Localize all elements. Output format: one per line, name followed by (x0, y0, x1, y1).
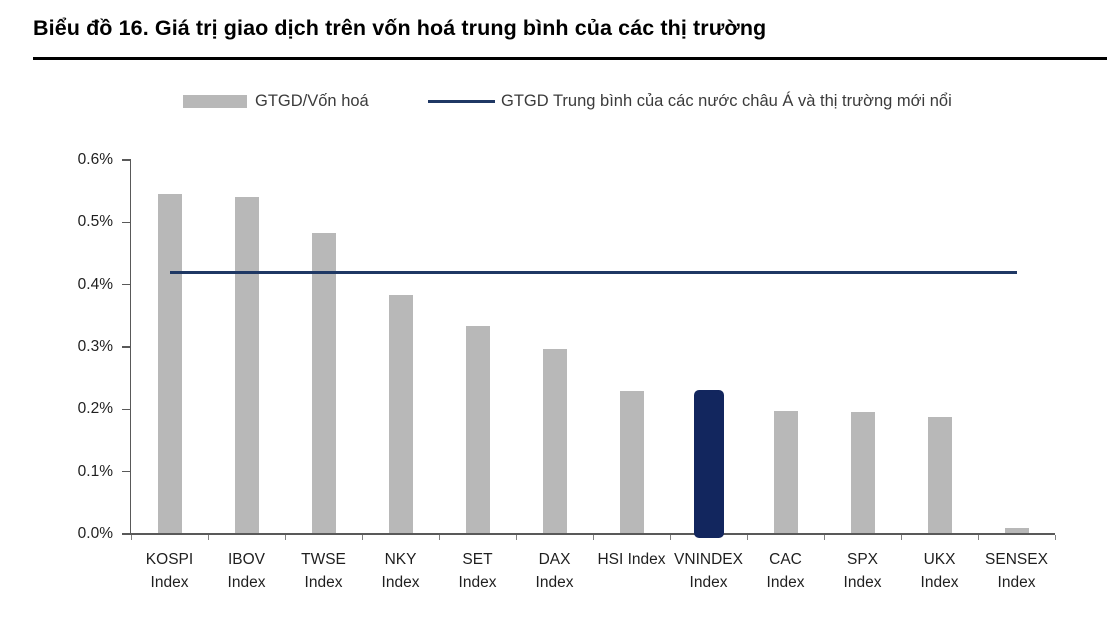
x-category-label-line: Index (458, 574, 497, 591)
x-category-label: SET Index (430, 548, 526, 594)
y-tick-label: 0.1% (77, 462, 113, 480)
x-category-label-line: SENSEX (985, 551, 1048, 568)
x-category-label: TWSE Index (276, 548, 372, 594)
x-tick (516, 534, 517, 540)
bar (542, 348, 567, 534)
x-tick (208, 534, 209, 540)
x-tick (978, 534, 979, 540)
x-axis-line (131, 533, 1055, 535)
x-category-label: KOSPI Index (122, 548, 218, 594)
y-tick (122, 283, 131, 286)
x-category-label-line: NKY (384, 551, 417, 568)
x-category-label: SENSEX Index (969, 548, 1065, 594)
x-category-label-line: Index (304, 574, 343, 591)
y-tick-label: 0.3% (77, 338, 113, 355)
title-divider (33, 57, 1107, 60)
y-tick-label: 0.5% (77, 213, 113, 231)
x-tick (670, 534, 671, 540)
bar-highlighted (693, 390, 724, 538)
x-category-label-line: SPX (846, 551, 878, 568)
x-tick (439, 534, 440, 540)
y-tick-label: 0.4% (77, 275, 113, 293)
x-category-label-line: Index (381, 574, 420, 591)
legend-bar-swatch (183, 95, 247, 108)
legend-label-average-line: GTGD Trung bình của các nước châu Á và t… (501, 92, 952, 110)
bar (465, 326, 490, 534)
bar (850, 412, 875, 534)
y-tick (122, 408, 131, 411)
x-category-label-line: Index (535, 574, 574, 591)
bar (619, 390, 644, 534)
y-tick-label: 0.6% (77, 151, 113, 168)
x-category-label: CAC Index (738, 548, 834, 594)
x-category-label-line: Index (920, 574, 959, 591)
x-category-label: HSI Index (584, 548, 680, 571)
x-category-label-line: Index (150, 574, 189, 591)
x-category-label-line: UKX (923, 551, 956, 568)
x-category-label-line: KOSPI (145, 551, 194, 568)
x-category-label: NKY Index (353, 548, 449, 594)
x-tick (593, 534, 594, 540)
y-tick (122, 159, 131, 161)
x-category-label-line: SET (462, 551, 493, 568)
bar (311, 232, 336, 534)
y-tick (122, 533, 131, 535)
x-tick (1055, 534, 1056, 540)
x-category-label-line: CAC (769, 551, 802, 568)
x-tick (901, 534, 902, 540)
y-tick-label: 0.2% (77, 400, 113, 418)
bar (388, 295, 413, 534)
x-category-label-line: Index (227, 574, 266, 591)
bar (234, 197, 259, 534)
x-category-label: IBOV Index (199, 548, 295, 594)
y-tick (122, 346, 131, 348)
x-category-label: SPX Index (815, 548, 911, 594)
x-tick (131, 534, 132, 540)
x-category-label-line: DAX (538, 551, 571, 568)
y-tick-label: 0.0% (77, 525, 113, 542)
x-category-label-line: HSI Index (597, 551, 666, 568)
legend-label-bars: GTGD/Vốn hoá (255, 92, 369, 110)
y-tick (122, 470, 131, 473)
x-category-label-line: IBOV (227, 551, 266, 568)
x-category-label-line: Index (766, 574, 805, 591)
x-tick (824, 534, 825, 540)
x-category-label: DAX Index (507, 548, 603, 594)
bar (773, 411, 798, 534)
average-reference-line (169, 270, 1017, 274)
x-category-label: VNINDEX Index (661, 548, 757, 594)
page-title: Biểu đồ 16. Giá trị giao dịch trên vốn h… (33, 16, 767, 40)
x-category-label-line: Index (997, 574, 1036, 591)
x-tick (747, 534, 748, 540)
bar (927, 417, 952, 534)
x-category-label-line: Index (843, 574, 882, 591)
x-tick (362, 534, 363, 540)
x-tick (285, 534, 286, 540)
x-category-label-line: Index (689, 574, 728, 591)
bar (157, 194, 182, 534)
legend-line-swatch (428, 100, 495, 103)
x-category-label: UKX Index (892, 548, 988, 594)
bar (1004, 527, 1029, 534)
x-category-label-line: VNINDEX (674, 551, 743, 568)
x-category-label-line: TWSE (301, 551, 346, 568)
y-tick (122, 221, 131, 224)
